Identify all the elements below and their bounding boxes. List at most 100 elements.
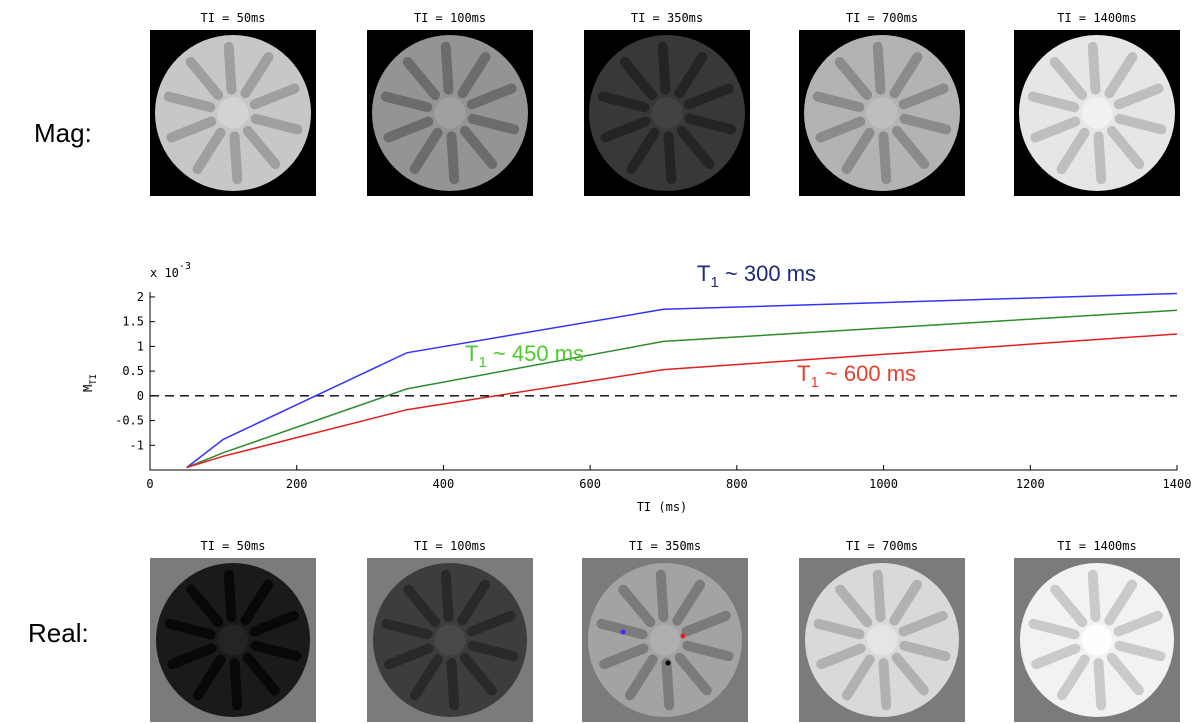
tissue-spoke (841, 127, 875, 175)
y-tick-label: 1.5 (122, 315, 144, 329)
tissue-spoke (402, 56, 441, 100)
tissue-spoke (167, 643, 217, 670)
panel-title: TI = 350ms (628, 539, 702, 553)
tissue-spoke (1027, 91, 1080, 113)
panel-title: TI = 1400ms (1057, 539, 1137, 553)
tissue-spoke (684, 113, 737, 135)
tissue-spoke (467, 113, 520, 135)
tissue-spoke (899, 113, 952, 135)
tissue-spoke (1113, 610, 1163, 637)
y-tick-label: -0.5 (115, 414, 144, 428)
tissue-spoke (459, 652, 497, 696)
panel-title: TI = 350ms (630, 11, 704, 25)
tissue-spoke (1031, 643, 1081, 670)
tissue-spoke (410, 654, 443, 701)
tissue-spoke (872, 41, 886, 95)
series-layer (150, 292, 1178, 469)
roi-marker-blue (620, 629, 626, 635)
series-line-t1-600 (186, 333, 1178, 469)
tissue-spoke (223, 41, 237, 95)
real-image (799, 558, 965, 722)
roi-marker-red (680, 633, 686, 639)
tissue-core (217, 624, 249, 656)
panel-title: TI = 700ms (845, 11, 919, 25)
tissue-spoke (815, 116, 866, 143)
tissue-spoke (898, 610, 948, 637)
y-axis-label: MTI (81, 374, 99, 392)
inversion-recovery-chart: 0 200 400 600 800 1000 1200 1400 -1 -0.5 0 0.5 1 1.5 2… (81, 261, 1191, 514)
x-tick-label: 200 (286, 477, 308, 491)
tissue-spoke (663, 131, 677, 185)
tissue-spoke (674, 652, 712, 696)
mag-panel-ti-50: TI = 50ms (150, 10, 316, 196)
mag-image (1014, 30, 1180, 196)
tissue-spoke (619, 56, 658, 100)
tissue-spoke (1087, 569, 1101, 622)
tissue-spoke (891, 126, 930, 170)
real-panel-ti-100: TI = 100ms (367, 538, 533, 722)
tissue-spoke (403, 584, 441, 628)
y-tick-label: 0 (137, 389, 144, 403)
tissue-spoke (681, 610, 731, 637)
annotation-t1-300: T1 ~ 300 ms (697, 261, 816, 291)
series-line-t1-450 (186, 309, 1178, 469)
mag-panel-ti-1400: TI = 1400ms (1014, 10, 1180, 196)
panel-title: TI = 100ms (413, 11, 487, 25)
tissue-spoke (1056, 127, 1090, 175)
tissue-spoke (878, 658, 892, 711)
tissue-core (866, 624, 898, 656)
tissue-spoke (409, 127, 443, 175)
panel-title: TI = 1400ms (1057, 11, 1137, 25)
tissue-spoke (1093, 131, 1107, 185)
tissue-spoke (164, 618, 216, 640)
panel-title: TI = 50ms (200, 539, 266, 553)
tissue-spoke (249, 83, 300, 110)
x-tick-label: 1000 (869, 477, 898, 491)
tissue-spoke (240, 51, 274, 99)
mag-image (799, 30, 965, 196)
real-image (150, 558, 316, 722)
tissue-spoke (626, 127, 660, 175)
tissue-spoke (166, 116, 217, 143)
tissue-spoke (674, 51, 708, 99)
tissue-spoke (242, 652, 280, 696)
tissue-spoke (672, 579, 705, 626)
x-tick-label: 1200 (1016, 477, 1045, 491)
tissue-spoke (618, 584, 656, 628)
tissue-core (649, 624, 681, 656)
tissue-spoke (457, 51, 491, 99)
tissue-spoke (682, 640, 734, 662)
tissue-spoke (813, 618, 865, 640)
tissue-spoke (597, 91, 650, 113)
tissue-spoke (1114, 640, 1166, 662)
tissue-spoke (834, 56, 873, 100)
mag-panel-ti-350: TI = 350ms (584, 10, 750, 196)
tissue-spoke (1093, 658, 1107, 711)
tissue-core (217, 97, 249, 129)
tissue-spoke (185, 56, 224, 100)
tissue-spoke (242, 126, 281, 170)
tissue-spoke (457, 579, 490, 626)
tissue-spoke (381, 618, 433, 640)
x-tick-label: 0 (146, 477, 153, 491)
real-image (367, 558, 533, 722)
panel-title: TI = 100ms (413, 539, 487, 553)
tissue-core (434, 97, 466, 129)
axis-lines (149, 292, 1177, 471)
tissue-spoke (250, 640, 302, 662)
tissue-spoke (657, 41, 671, 95)
tissue-spoke (384, 643, 434, 670)
tissue-spoke (380, 91, 433, 113)
tissue-spoke (446, 131, 460, 185)
tissue-spoke (683, 83, 734, 110)
mag-image (584, 30, 750, 196)
tissue-spoke (891, 652, 929, 696)
y-tick-label: 1 (137, 339, 144, 353)
annotation-t1-600: T1 ~ 600 ms (797, 361, 916, 391)
tissue-spoke (600, 116, 651, 143)
tissue-spoke (440, 41, 454, 95)
tissue-spoke (889, 579, 922, 626)
tissue-core (651, 97, 683, 129)
tissue-spoke (466, 83, 517, 110)
tissue-spoke (1104, 579, 1137, 626)
